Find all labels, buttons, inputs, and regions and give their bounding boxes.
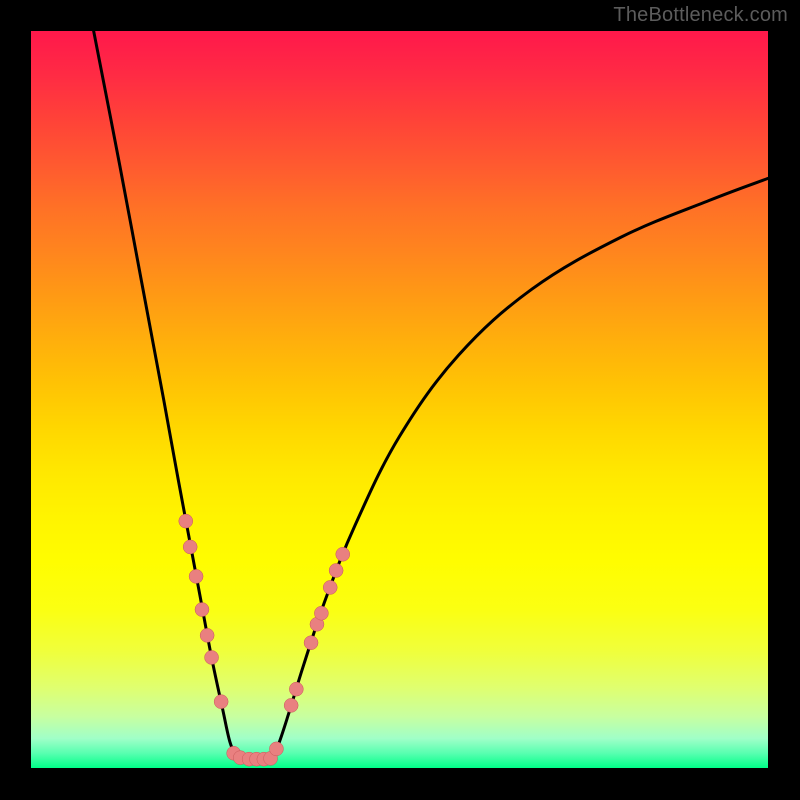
scatter-point: [179, 514, 193, 528]
plot-outer-frame: [31, 31, 768, 768]
scatter-point: [195, 603, 209, 617]
scatter-points: [179, 514, 350, 766]
scatter-point: [329, 563, 343, 577]
scatter-point: [314, 606, 328, 620]
scatter-point: [183, 540, 197, 554]
scatter-point: [214, 695, 228, 709]
scatter-point: [189, 569, 203, 583]
curve-layer: [31, 31, 768, 768]
scatter-point: [304, 636, 318, 650]
scatter-point: [205, 650, 219, 664]
scatter-point: [269, 742, 283, 756]
plot-area: [31, 31, 768, 768]
scatter-point: [200, 628, 214, 642]
scatter-point: [323, 580, 337, 594]
watermark-text: TheBottleneck.com: [613, 4, 788, 27]
scatter-point: [284, 698, 298, 712]
bottleneck-curve-left: [94, 31, 238, 759]
scatter-point: [289, 682, 303, 696]
scatter-point: [336, 547, 350, 561]
bottleneck-curve-right: [271, 178, 768, 759]
